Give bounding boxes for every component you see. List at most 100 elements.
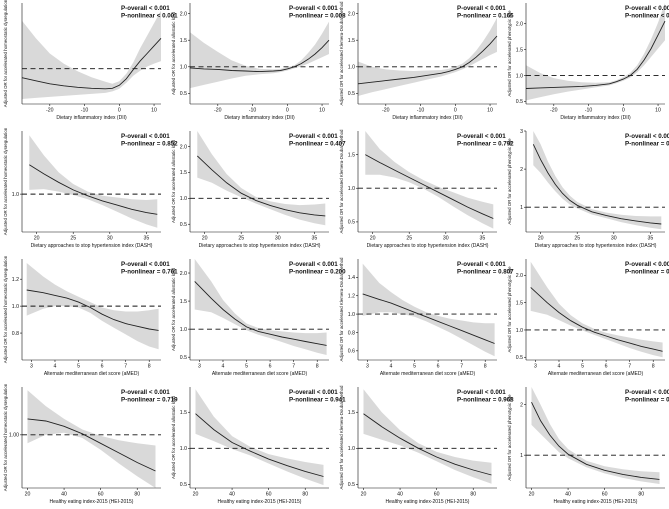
x-tick-label: 60 (602, 492, 608, 498)
or-curve (531, 402, 660, 480)
y-tick-label: 1.4 (348, 275, 355, 281)
p-nonlinear-label: P-nonlinear < 0.001 (625, 13, 669, 20)
or-curve (365, 154, 494, 219)
chart-panel-r4c3: 20 40 60 80 0.5 1.0 1.5 Healthy eating index-20… (339, 385, 514, 505)
or-curve (532, 144, 662, 225)
chart-panel-r2c2: 20 25 30 35 0.5 1.0 1.5 2.0 Dietary approaches t… (171, 131, 346, 249)
or-curve (363, 413, 492, 476)
x-tick-label: 80 (134, 492, 140, 498)
y-tick-label: 1.0 (12, 304, 19, 310)
y-axis-label: Adjusted OR for accelerated allostatic l… (171, 267, 176, 351)
x-tick-label: 10 (151, 108, 157, 114)
x-tick-label: 30 (275, 236, 281, 242)
or-curve (27, 418, 156, 472)
y-axis-label: Adjusted OR for accelerated Klemera-Doub… (339, 385, 344, 490)
or-curve (26, 289, 159, 331)
x-tick-label: 0 (118, 108, 121, 114)
x-tick-label: 20 (202, 236, 208, 242)
x-tick-label: 3 (534, 364, 537, 370)
x-tick-label: 4 (558, 364, 561, 370)
or-curve (194, 281, 327, 346)
x-tick-label: 25 (70, 236, 76, 242)
chart-panel-r3c2: 3 4 5 6 7 8 0.5 1.0 1.5 2.0 Alternate mediterranea… (171, 259, 346, 377)
p-overall-label: P-overall < 0.001 (121, 133, 170, 140)
p-nonlinear-label: P-nonlinear = 0.166 (457, 13, 514, 20)
x-axis-label: Dietary approaches to stop hypertension … (367, 243, 489, 249)
y-tick-label: 2.0 (180, 271, 187, 277)
x-axis-label: Dietary inflammatory index (DII) (56, 115, 127, 121)
y-tick-label: 1.0 (180, 65, 187, 71)
x-axis-label: Dietary inflammatory index (DII) (392, 115, 463, 121)
y-tick-label: 1.2 (348, 294, 355, 300)
y-tick-label: 0.6 (348, 349, 355, 355)
y-tick-label: 2 (520, 167, 523, 173)
y-axis-label: Adjusted OR for accelerated Klemera-Doub… (339, 1, 344, 106)
x-tick-label: 10 (655, 108, 661, 114)
y-tick-label: 0.5 (180, 91, 187, 97)
x-tick-label: 8 (316, 364, 319, 370)
y-axis-label: Adjusted OR for accelerated phenotypic a… (507, 138, 512, 225)
x-tick-label: 20 (34, 236, 40, 242)
y-tick-label: 3 (520, 129, 523, 135)
p-nonlinear-label: P-nonlinear = 0.200 (289, 269, 346, 276)
y-tick-label: 1.5 (180, 170, 187, 176)
y-axis-label: Adjusted OR for accelerated allostatic l… (171, 395, 176, 479)
x-axis-label: Alternate mediterranean diet score (aMED… (212, 371, 308, 377)
p-nonlinear-label: P-nonlinear = 0.457 (625, 397, 669, 404)
chart-panel-r3c1: 3 4 5 6 7 8 0.8 1.0 1.2 Alternate mediterranean d… (3, 255, 178, 377)
or-curve (362, 293, 495, 344)
y-tick-label: 0.5 (180, 222, 187, 228)
x-tick-label: 5 (413, 364, 416, 370)
y-tick-label: 1.5 (180, 410, 187, 416)
x-tick-label: 0 (286, 108, 289, 114)
y-tick-label: 0.5 (348, 91, 355, 97)
x-tick-label: 10 (487, 108, 493, 114)
p-overall-label: P-overall < 0.001 (457, 389, 506, 396)
x-axis-label: Alternate mediterranean diet score (aMED… (44, 371, 140, 377)
x-tick-label: 30 (611, 236, 617, 242)
x-axis-label: Alternate mediterranean diet score (aMED… (548, 371, 644, 377)
y-axis-label: Adjusted OR for accelerated homeostatic … (3, 0, 8, 107)
x-tick-label: 60 (434, 492, 440, 498)
p-nonlinear-label: P-nonlinear = 0.407 (289, 141, 346, 148)
x-tick-label: -10 (417, 108, 425, 114)
chart-panel-r3c4: 3 4 5 6 7 8 0.5 1.0 1.5 2.0 Alternate mediterranea… (507, 259, 669, 377)
x-axis-label: Healthy eating index-2015 (HEI-2015) (218, 499, 302, 505)
p-nonlinear-label: P-nonlinear = 0.567 (625, 269, 669, 276)
chart-panel-r1c2: -20 -10 0 10 0.5 1.0 1.5 2.0 Dietary inflammator… (171, 3, 346, 121)
p-overall-label: P-overall < 0.001 (457, 5, 506, 12)
x-axis-label: Dietary inflammatory index (DII) (224, 115, 295, 121)
x-tick-label: 0 (454, 108, 457, 114)
or-curve (525, 20, 666, 89)
y-tick-label: 1.0 (348, 312, 355, 318)
y-tick-label: 1.0 (348, 65, 355, 71)
x-tick-label: 4 (222, 364, 225, 370)
x-tick-label: 30 (107, 236, 113, 242)
or-curve (21, 37, 162, 90)
y-tick-label: 1.0 (348, 446, 355, 452)
y-axis-label: Adjusted OR for accelerated homeostatic … (3, 255, 8, 363)
x-tick-label: 25 (574, 236, 580, 242)
x-tick-label: 80 (638, 492, 644, 498)
confidence-band (29, 135, 158, 228)
y-tick-label: 1.5 (348, 410, 355, 416)
x-tick-label: 20 (538, 236, 544, 242)
y-axis-label: Adjusted OR for accelerated allostatic l… (171, 11, 176, 95)
x-tick-label: 60 (266, 492, 272, 498)
y-tick-label: 1.0 (180, 446, 187, 452)
x-axis-label: Dietary approaches to stop hypertension … (535, 243, 657, 249)
y-tick-label: 1 (520, 205, 523, 211)
x-axis-label: Healthy eating index-2015 (HEI-2015) (386, 499, 470, 505)
x-tick-label: 7 (292, 364, 295, 370)
x-tick-label: 40 (61, 492, 67, 498)
y-axis-label: Adjusted OR for accelerated allostatic l… (171, 139, 176, 223)
p-overall-label: P-overall < 0.001 (289, 5, 338, 12)
x-tick-label: 20 (361, 492, 367, 498)
x-tick-label: 35 (479, 236, 485, 242)
y-axis-label: Adjusted OR for accelerated homeostatic … (3, 383, 8, 491)
x-tick-label: 5 (581, 364, 584, 370)
x-tick-label: 25 (238, 236, 244, 242)
x-tick-label: 7 (628, 364, 631, 370)
x-tick-label: 35 (647, 236, 653, 242)
y-tick-label: 0.8 (348, 330, 355, 336)
